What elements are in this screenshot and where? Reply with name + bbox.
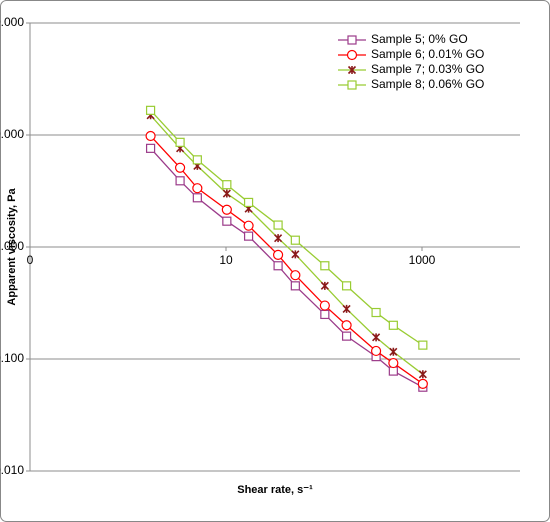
legend-label: Sample 7; 0.03% GO bbox=[371, 62, 484, 76]
x-tick-label: 1000 bbox=[409, 253, 436, 267]
legend-label: Sample 5; 0% GO bbox=[371, 32, 468, 46]
marker bbox=[145, 143, 156, 153]
marker bbox=[273, 261, 283, 271]
marker bbox=[347, 65, 357, 75]
marker bbox=[222, 180, 232, 190]
legend-label: Sample 6; 0.01% GO bbox=[371, 47, 484, 61]
marker bbox=[145, 130, 156, 142]
marker bbox=[320, 261, 330, 271]
marker bbox=[388, 357, 399, 369]
y-tick-label: 10.000 bbox=[0, 127, 24, 141]
marker bbox=[145, 105, 156, 115]
marker bbox=[347, 35, 357, 45]
marker bbox=[192, 193, 202, 203]
marker bbox=[192, 155, 202, 165]
marker bbox=[347, 80, 357, 90]
marker bbox=[320, 309, 330, 320]
marker bbox=[418, 340, 428, 350]
marker bbox=[341, 320, 352, 331]
x-axis-label: Shear rate, s⁻¹ bbox=[237, 484, 313, 496]
x-tick-label: 0 bbox=[27, 253, 34, 267]
marker bbox=[389, 347, 398, 356]
marker bbox=[175, 176, 185, 186]
marker bbox=[243, 197, 254, 208]
marker bbox=[388, 320, 398, 330]
marker bbox=[370, 345, 382, 357]
marker bbox=[290, 270, 301, 281]
marker bbox=[342, 304, 351, 313]
marker bbox=[346, 49, 358, 61]
marker bbox=[192, 183, 203, 194]
marker bbox=[222, 189, 231, 198]
marker bbox=[319, 300, 330, 311]
x-tick-label: 10 bbox=[219, 253, 233, 267]
marker bbox=[417, 378, 428, 389]
marker bbox=[320, 281, 329, 290]
marker bbox=[272, 249, 284, 261]
marker bbox=[290, 281, 300, 291]
y-tick-label: 100.000 bbox=[0, 15, 24, 29]
marker bbox=[341, 281, 352, 291]
marker bbox=[174, 162, 186, 173]
y-tick-label: 1.000 bbox=[0, 239, 24, 253]
marker bbox=[341, 331, 352, 341]
marker bbox=[290, 235, 300, 245]
marker bbox=[388, 366, 398, 376]
marker bbox=[371, 307, 381, 318]
marker bbox=[291, 250, 300, 259]
marker bbox=[274, 234, 283, 243]
y-tick-label: 0.010 bbox=[0, 463, 24, 477]
y-tick-label: 0.100 bbox=[0, 351, 24, 365]
marker bbox=[221, 204, 232, 215]
marker bbox=[273, 220, 283, 230]
marker bbox=[372, 333, 381, 342]
marker bbox=[243, 220, 254, 231]
marker bbox=[418, 370, 427, 379]
marker bbox=[243, 231, 254, 241]
marker bbox=[175, 137, 185, 147]
legend-label: Sample 8; 0.06% GO bbox=[371, 77, 484, 91]
y-axis-label: Apparent viscosity, Pa bbox=[6, 188, 18, 306]
marker bbox=[222, 216, 232, 226]
